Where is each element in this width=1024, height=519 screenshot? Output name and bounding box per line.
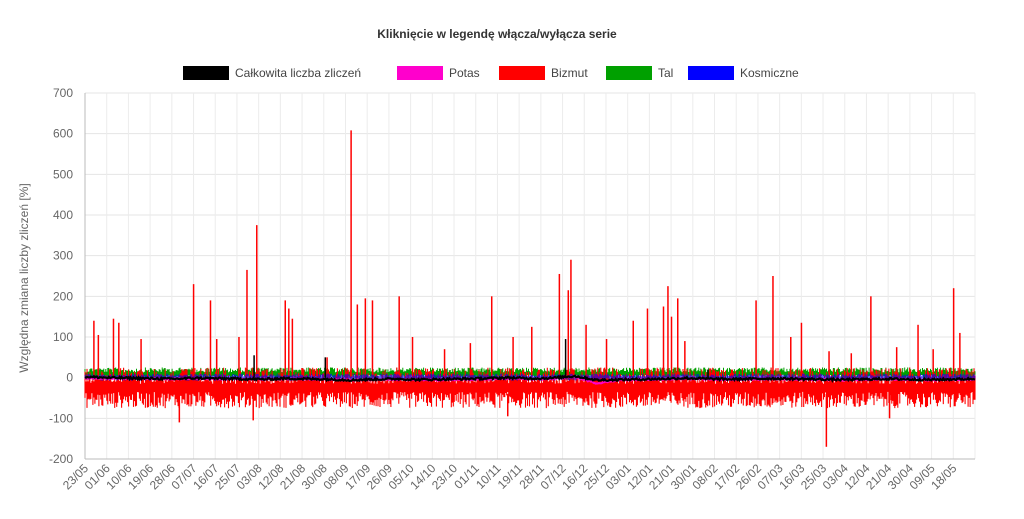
y-tick-label: -100 [49,411,73,425]
x-tick-label: 18/05 [928,461,959,492]
legend-swatch [183,66,229,80]
y-tick-label: 0 [66,371,73,385]
legend-label: Potas [449,66,480,80]
axes: -200-100010020030040050060070023/0501/06… [49,86,975,492]
legend-item-3[interactable]: Bizmut [499,66,588,80]
y-tick-label: 200 [53,289,73,303]
legend-item-4[interactable]: Tal [606,66,673,80]
legend: Całkowita liczba zliczeń Potas Bizmut Tal Ko… [183,66,799,80]
y-tick-label: 300 [53,249,73,263]
legend-label: Całkowita liczba zliczeń [235,66,361,80]
legend-item-1[interactable]: Całkowita liczba zliczeń [183,66,361,80]
legend-item-5[interactable]: Kosmiczne [688,66,799,80]
y-axis-label: Względna zmiana liczby zliczeń [%] [17,183,31,372]
legend-label: Tal [658,66,673,80]
y-tick-label: 400 [53,208,73,222]
legend-swatch [606,66,652,80]
series-bizmut-band [84,367,976,409]
legend-swatch [688,66,734,80]
plot-area [84,130,976,447]
legend-swatch [397,66,443,80]
legend-label: Bizmut [551,66,588,80]
series-total-line [84,374,976,383]
y-tick-label: 700 [53,86,73,100]
y-tick-label: -200 [49,452,73,466]
y-tick-label: 600 [53,127,73,141]
chart-title: Kliknięcie w legendę włącza/wyłącza seri… [377,27,617,41]
legend-label: Kosmiczne [740,66,799,80]
legend-item-2[interactable]: Potas [397,66,480,80]
legend-swatch [499,66,545,80]
y-tick-label: 500 [53,167,73,181]
y-tick-label: 100 [53,330,73,344]
